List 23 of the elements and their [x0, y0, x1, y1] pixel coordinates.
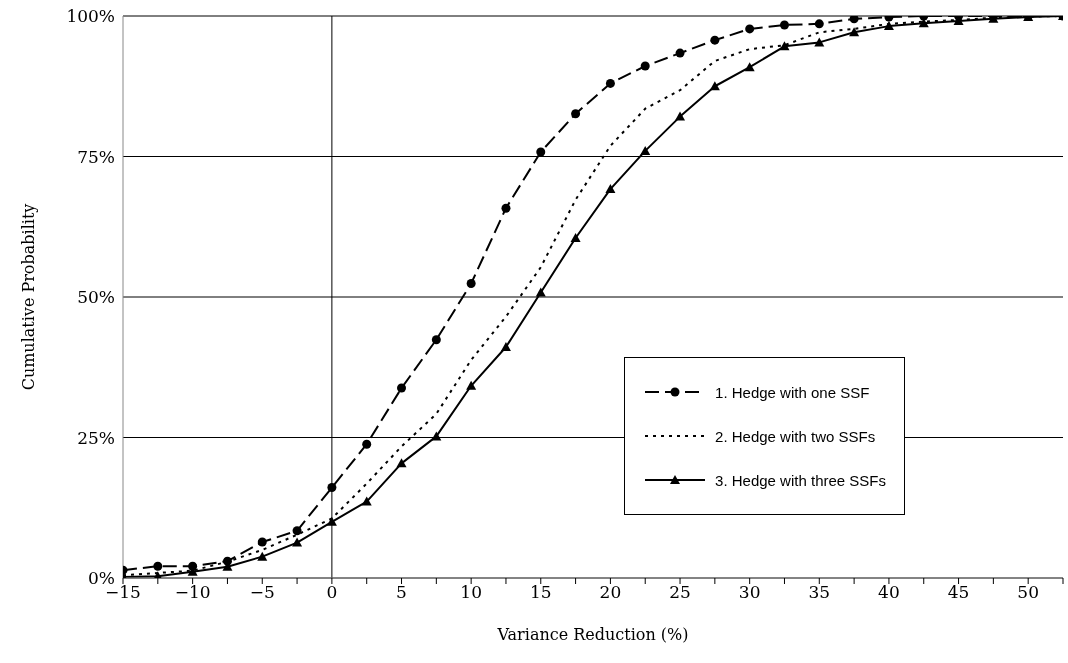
y-tick-label: 0%: [88, 568, 115, 589]
y-tick-label: 100%: [66, 6, 115, 27]
x-tick-label: 35: [808, 582, 831, 603]
y-axis-title: Cumulative Probability: [18, 203, 38, 391]
x-tick-label: 30: [738, 582, 761, 603]
x-tick-label: 20: [599, 582, 622, 603]
x-tick-label: 0: [326, 582, 338, 603]
x-tick-label: 45: [947, 582, 970, 603]
x-tick-label: 15: [529, 582, 552, 603]
y-tick-label: 25%: [77, 427, 115, 448]
x-tick-label: 25: [669, 582, 691, 603]
x-tick-label: 40: [878, 582, 900, 603]
legend-label: 1. Hedge with one SSF: [715, 383, 870, 401]
y-tick-label: 75%: [77, 146, 115, 167]
x-axis-title: Variance Reduction (%): [496, 625, 689, 644]
x-tick-label: −10: [174, 582, 211, 603]
y-tick-label: 50%: [77, 287, 115, 308]
x-tick-label: 50: [1017, 582, 1040, 603]
legend-label: 3. Hedge with three SSFs: [715, 471, 886, 489]
legend-label: 2. Hedge with two SSFs: [715, 427, 876, 445]
x-tick-label: 5: [396, 582, 407, 603]
x-tick-label: −5: [249, 582, 275, 603]
x-tick-label: 10: [460, 582, 482, 603]
